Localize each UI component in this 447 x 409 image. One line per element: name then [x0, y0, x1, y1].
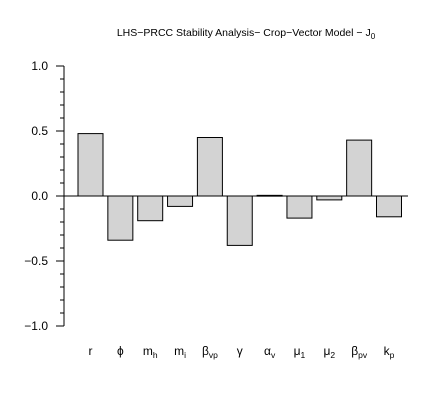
bars	[77, 133, 402, 246]
x-category-label: r	[89, 344, 93, 358]
x-category-label: mh	[143, 344, 158, 360]
bar	[316, 195, 343, 201]
y-axis: 1.0 0.5 0.0 −0.5 −1.0	[24, 59, 65, 333]
x-category-label: mi	[174, 344, 186, 360]
y-tick-label: 0.5	[31, 124, 48, 138]
bar	[226, 195, 253, 246]
x-category-label: αv	[264, 344, 276, 360]
chart-title: LHS−PRCC Stability Analysis− Crop−Vector…	[117, 27, 376, 41]
x-category-label: μ2	[323, 344, 335, 360]
bar	[376, 195, 402, 218]
bar	[286, 195, 313, 219]
x-category-label: kp	[384, 344, 395, 360]
bar	[346, 139, 373, 197]
bar	[196, 137, 223, 197]
x-category-label: γ	[237, 344, 243, 358]
x-category-label: ϕ	[117, 344, 124, 358]
bar	[137, 195, 164, 222]
y-tick-label: −0.5	[24, 254, 48, 268]
bar	[167, 195, 194, 207]
bar	[256, 194, 283, 197]
y-tick-label: −1.0	[24, 319, 48, 333]
bar	[107, 195, 134, 241]
x-category-label: βpv	[351, 344, 368, 360]
y-tick-label: 0.0	[31, 189, 48, 203]
x-category-label: μ1	[294, 344, 306, 360]
bar	[77, 133, 104, 197]
chart-title-subscript: 0	[371, 32, 376, 41]
x-category-label: βvp	[202, 344, 218, 360]
chart-title-main: LHS−PRCC Stability Analysis− Crop−Vector…	[117, 27, 371, 39]
x-category-labels: r ϕ mh mi βvp γ αv μ1 μ2 βpv kp	[89, 344, 395, 360]
y-tick-label: 1.0	[31, 59, 48, 73]
